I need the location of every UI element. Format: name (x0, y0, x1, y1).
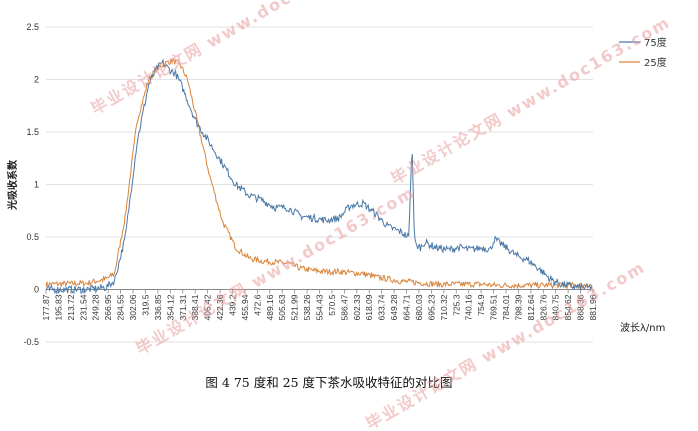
x-tick-label: 868.36 (576, 294, 586, 320)
y-tick-label: 1.5 (26, 127, 39, 137)
x-tick-label: 554.43 (315, 294, 325, 320)
x-tick-label: 769.51 (489, 294, 499, 320)
y-tick-labels: 2.5 2 1.5 1 0.5 0 -0.5 (23, 22, 39, 347)
x-tick-label: 798.39 (513, 294, 523, 320)
x-tick-label: 489.16 (265, 294, 275, 320)
x-tick-label: 618.09 (364, 294, 374, 320)
series-line-75度 (45, 58, 593, 295)
x-tick-label: 570.5 (327, 294, 337, 316)
x-tick-label: 371.31 (178, 294, 188, 320)
x-tick-label: 538.26 (302, 294, 312, 320)
legend-label-25: 25度 (644, 56, 667, 69)
x-axis: 177.87 195.83 213.72 231.54 249.28 266.95 284.… (41, 289, 598, 321)
x-tick-label: 336.85 (153, 294, 163, 320)
legend-label-75: 75度 (644, 36, 667, 49)
x-tick-label: 784.01 (501, 294, 511, 320)
x-tick-label: 664.71 (402, 294, 412, 320)
x-tick-label: 319.5 (140, 294, 150, 316)
x-tick-label: 633.74 (377, 294, 387, 320)
x-tick-label: 695.23 (426, 294, 436, 320)
watermark: 毕业设计论文网 www.doc163.com (88, 0, 374, 118)
series-lines (45, 57, 593, 295)
x-tick-label: 455.94 (240, 294, 250, 320)
x-tick-label: 602.33 (352, 294, 362, 320)
x-tick-label: 521.99 (290, 294, 300, 320)
x-tick-label: 354.12 (165, 294, 175, 320)
x-tick-label: 586.47 (339, 294, 349, 320)
series-line-25度 (45, 57, 593, 290)
y-tick-label: 0.5 (26, 232, 39, 242)
x-tick-label: 812.64 (526, 294, 536, 320)
y-tick-label: -0.5 (23, 337, 39, 347)
watermarks: 毕业设计论文网 www.doc163.com 毕业设计论文网 www.doc163… (88, 0, 674, 431)
x-tick-label: 725.3 (451, 294, 461, 316)
x-tick-label: 505.63 (277, 294, 287, 320)
x-tick-label: 754.9 (476, 294, 486, 316)
x-tick-label: 854.62 (563, 294, 573, 320)
y-tick-label: 0 (34, 285, 39, 295)
x-tick-label: 840.75 (551, 294, 561, 320)
x-tick-label: 472.6 (252, 294, 262, 316)
x-tick-label: 231.54 (78, 294, 88, 320)
x-tick-label: 710.32 (439, 294, 449, 320)
x-tick-label: 680.03 (414, 294, 424, 320)
x-tick-label: 213.72 (66, 294, 76, 320)
watermark: 毕业设计论文网 www.doc163.com (388, 12, 674, 188)
x-tick-label: 649.28 (389, 294, 399, 320)
x-tick-label: 284.55 (116, 294, 126, 320)
x-tick-label: 195.83 (53, 294, 63, 320)
x-axis-title: 波长λ/nm (620, 321, 665, 334)
x-tick-label: 740.16 (464, 294, 474, 320)
legend: 75度 25度 (619, 36, 667, 69)
y-tick-label: 2 (34, 75, 39, 85)
x-tick-label: 302.06 (128, 294, 138, 320)
y-tick-label: 1 (34, 180, 39, 190)
x-tick-label: 422.36 (215, 294, 225, 320)
x-tick-label: 266.95 (103, 294, 113, 320)
x-tick-label: 388.41 (190, 294, 200, 320)
x-tick-label: 881.96 (588, 294, 598, 320)
x-tick-label: 177.87 (41, 294, 51, 320)
y-axis-title: 光吸收系数 (6, 159, 19, 211)
y-tick-label: 2.5 (26, 22, 39, 32)
x-tick-label: 249.28 (91, 294, 101, 320)
x-tick-label: 439.2 (227, 294, 237, 316)
figure-caption: 图 4 75 度和 25 度下茶水吸收特征的对比图 (205, 375, 452, 390)
x-tick-label: 826.76 (538, 294, 548, 320)
x-tick-label: 405.42 (203, 294, 213, 320)
